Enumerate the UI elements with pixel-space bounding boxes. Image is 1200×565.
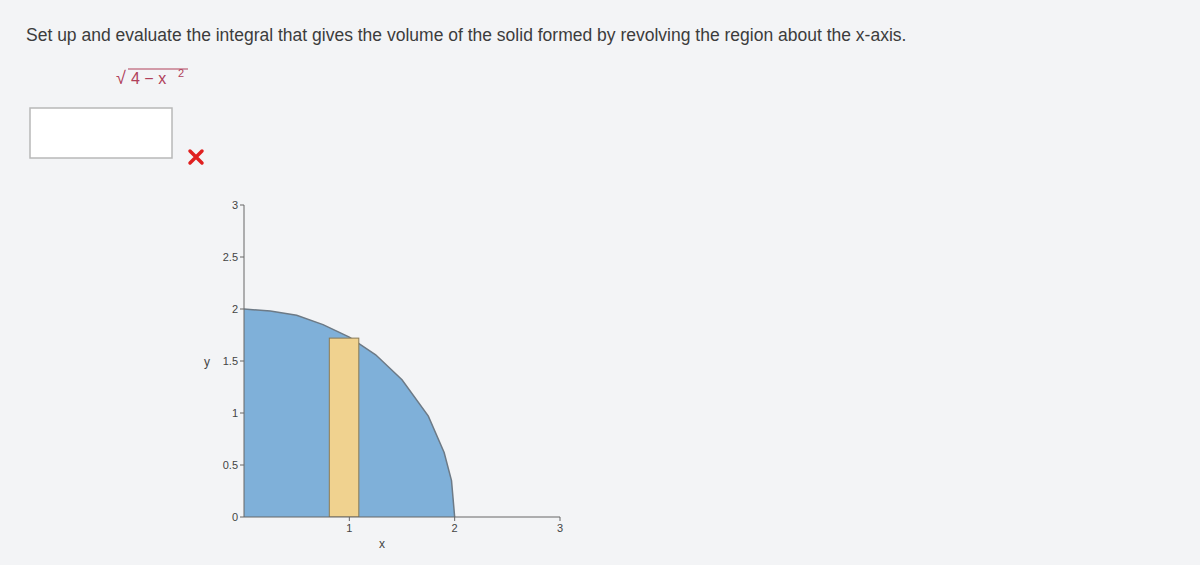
x-tick bbox=[349, 517, 350, 521]
y-tick bbox=[240, 413, 244, 414]
y-tick bbox=[240, 361, 244, 362]
y-tick-label: 2.5 bbox=[223, 251, 238, 263]
y-tick-label: 0 bbox=[232, 511, 238, 523]
x-tick-label: 3 bbox=[557, 522, 563, 534]
plot-area bbox=[244, 309, 455, 517]
y-tick bbox=[240, 465, 244, 466]
radicand: 4 − x bbox=[131, 70, 166, 87]
y-tick bbox=[240, 205, 244, 206]
y-tick-label: 1.5 bbox=[223, 355, 238, 367]
y-tick bbox=[240, 517, 244, 518]
radical-bar bbox=[128, 69, 188, 70]
page: Set up and evaluate the integral that gi… bbox=[0, 0, 1200, 565]
region-curve bbox=[244, 309, 455, 517]
wrong-mark bbox=[190, 151, 202, 163]
x-tick-label: 1 bbox=[346, 522, 352, 534]
y-tick-label: 3 bbox=[232, 199, 238, 211]
y-tick bbox=[240, 257, 244, 258]
instruction: Set up and evaluate the integral that gi… bbox=[26, 25, 906, 45]
region-area bbox=[244, 309, 455, 517]
answer-input[interactable] bbox=[30, 108, 172, 158]
x-axis-label: x bbox=[379, 537, 385, 551]
y-tick bbox=[240, 309, 244, 310]
representative-rectangle bbox=[329, 338, 358, 517]
y-tick-label: 2 bbox=[232, 303, 238, 315]
x-tick bbox=[560, 517, 561, 521]
y-tick-label: 0.5 bbox=[223, 459, 238, 471]
x-tick bbox=[454, 517, 455, 521]
x-tick-label: 2 bbox=[452, 522, 458, 534]
y-tick-label: 1 bbox=[232, 407, 238, 419]
x-axis bbox=[244, 517, 560, 518]
radical: √ bbox=[116, 68, 126, 88]
y-axis-label: y bbox=[204, 355, 210, 369]
